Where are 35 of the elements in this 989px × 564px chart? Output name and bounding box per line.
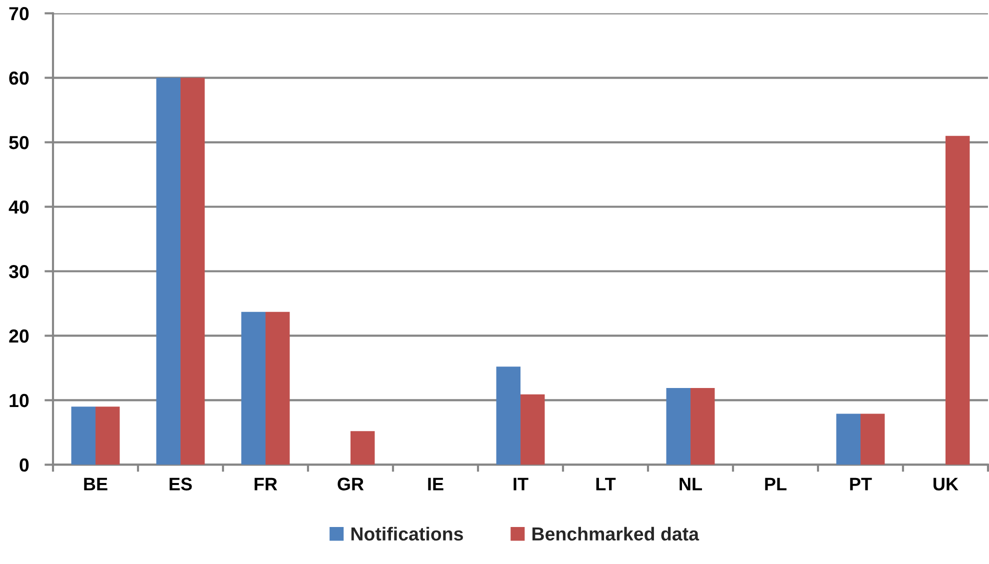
bar bbox=[266, 312, 290, 465]
y-tick-label: 10 bbox=[10, 394, 29, 408]
legend-label: Benchmarked data bbox=[532, 526, 700, 541]
x-tick-label: IT bbox=[514, 478, 528, 490]
x-tick-label: UK bbox=[934, 478, 958, 490]
x-tick-label: PL bbox=[765, 478, 786, 490]
bar bbox=[860, 414, 885, 465]
x-tick-label: LT bbox=[596, 478, 616, 490]
y-tick-label: 20 bbox=[9, 329, 29, 343]
x-tick-label: FR bbox=[254, 478, 278, 490]
bar bbox=[836, 414, 860, 465]
x-tick-label: IE bbox=[428, 478, 444, 490]
bar bbox=[71, 406, 96, 465]
x-tick-label: NL bbox=[680, 478, 702, 490]
bar bbox=[946, 136, 970, 465]
y-tick-label: 60 bbox=[9, 71, 29, 85]
bar bbox=[520, 394, 545, 465]
x-tick-label: ES bbox=[170, 478, 192, 490]
x-tick-label: BE bbox=[84, 478, 108, 490]
bar bbox=[666, 388, 690, 465]
bar bbox=[241, 312, 266, 465]
bar bbox=[350, 431, 375, 465]
bar bbox=[156, 78, 180, 465]
y-tick-label: 50 bbox=[9, 136, 29, 150]
bar bbox=[690, 388, 715, 465]
y-tick-label: 0 bbox=[20, 458, 29, 472]
y-tick-label: 30 bbox=[8, 264, 29, 278]
x-tick-label: PT bbox=[850, 478, 872, 490]
y-tick-label: 70 bbox=[9, 7, 29, 20]
bar bbox=[96, 406, 120, 465]
bar bbox=[496, 366, 520, 465]
bar bbox=[180, 78, 205, 465]
legend-label: Notifications bbox=[351, 526, 463, 541]
y-tick-label: 40 bbox=[8, 200, 29, 214]
x-tick-label: GR bbox=[338, 478, 364, 490]
